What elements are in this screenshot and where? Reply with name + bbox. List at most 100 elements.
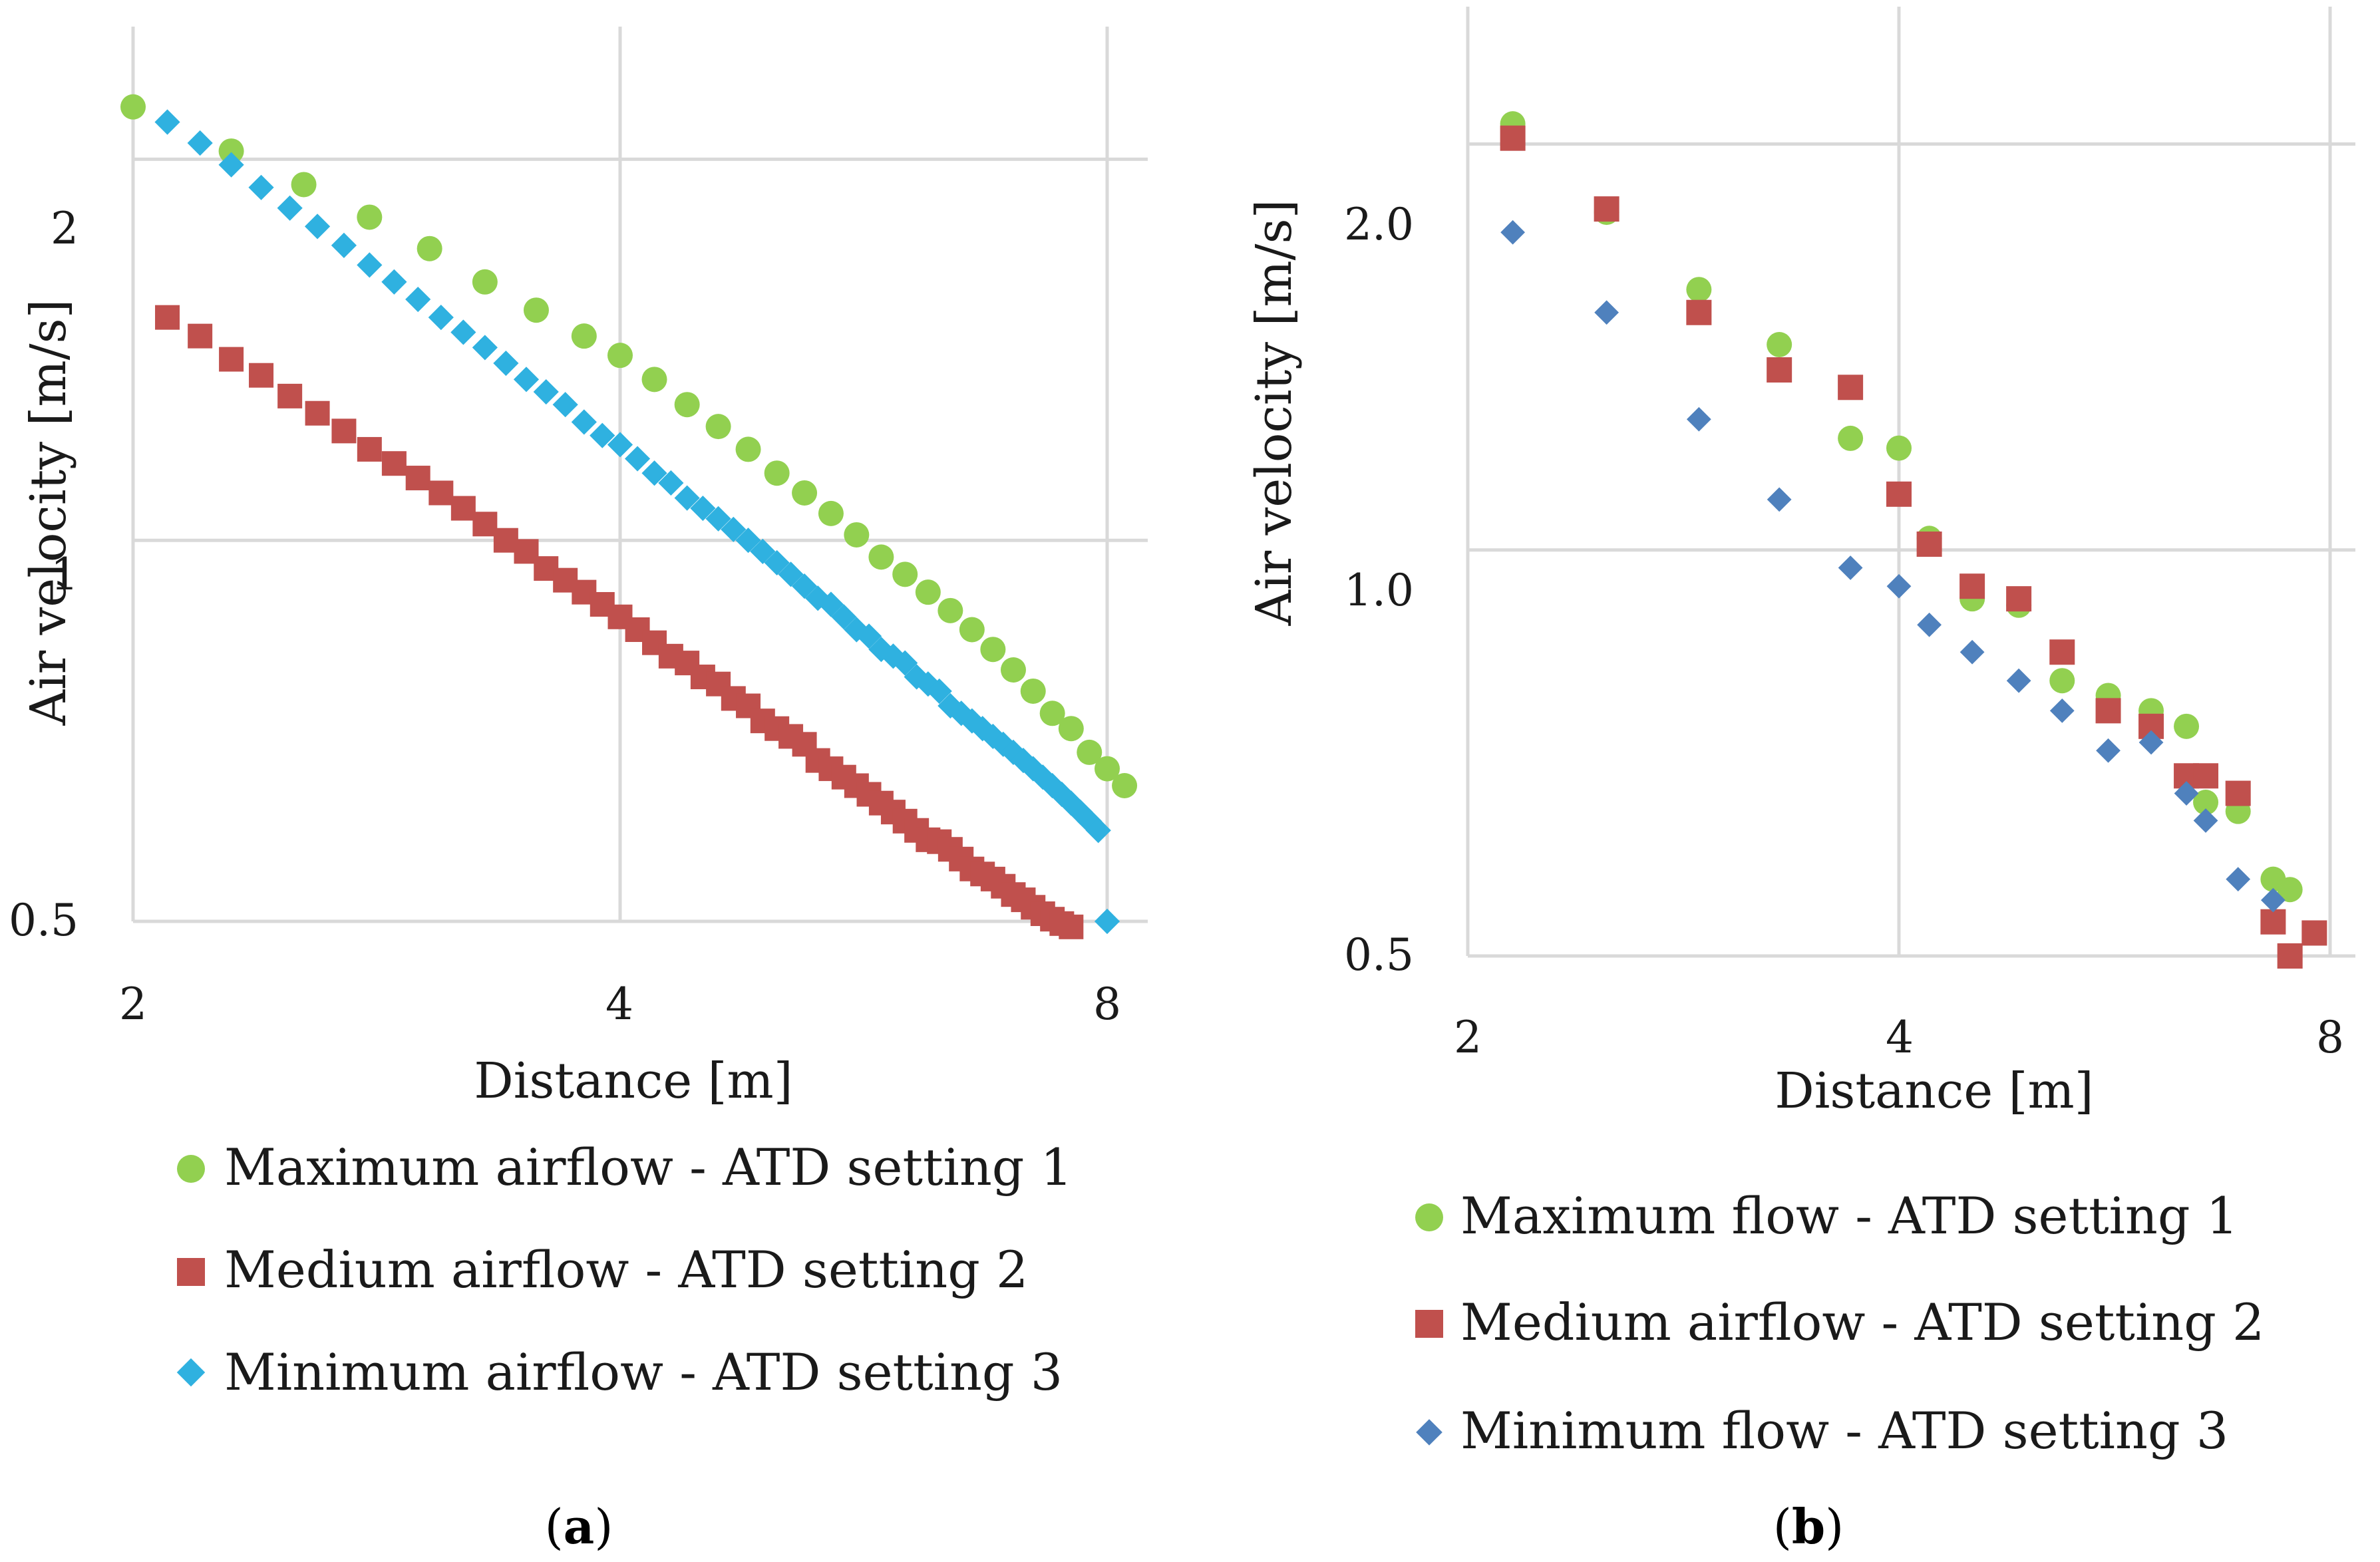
panel-b-series-3-point-9 bbox=[2006, 668, 2031, 693]
panel-a-series-1-point-15 bbox=[792, 480, 818, 506]
panel-a-series-3-point-15 bbox=[513, 367, 540, 392]
panel-a-series-2-point-6 bbox=[305, 400, 330, 426]
panel-a-series-3-point-9 bbox=[381, 269, 407, 295]
panel-b-y-axis-label: Air velocity [m/s] bbox=[1246, 200, 1303, 627]
panel-b-x-tick-4: 4 bbox=[1886, 1012, 1914, 1063]
panel-a-series-3-point-2 bbox=[187, 130, 213, 156]
panel-b-series-3-point-7 bbox=[1917, 612, 1942, 637]
panel-a-series-1-point-20 bbox=[915, 579, 941, 605]
panel-a-series-2-point-11 bbox=[428, 480, 454, 506]
panel-a-series-1-point-29 bbox=[1095, 756, 1120, 782]
panel-a-series-1-point-27 bbox=[1058, 716, 1084, 742]
panel-a-series-1-point-2 bbox=[218, 138, 244, 164]
panel-a-series-1-point-10 bbox=[641, 367, 667, 392]
panel-b-series-1-point-14 bbox=[2193, 790, 2219, 816]
panel-a-series-2-point-4 bbox=[249, 363, 274, 388]
panel-b-caption-close: ) bbox=[1825, 1499, 1844, 1555]
panel-b-series-2-point-16 bbox=[2260, 909, 2286, 935]
panel-a-series-1-point-24 bbox=[1000, 657, 1026, 683]
panel-a-series-3-point-3 bbox=[218, 152, 244, 178]
panel-a-caption-close: ) bbox=[594, 1499, 613, 1555]
panel-b-series-2-point-9 bbox=[2006, 586, 2032, 612]
panel-b-series-2-point-7 bbox=[1916, 531, 1942, 557]
panel-a-series-3-point-40 bbox=[892, 650, 918, 676]
panel-b-series-3-point-11 bbox=[2096, 738, 2121, 763]
panel-a-series-1-point-16 bbox=[818, 500, 844, 526]
panel-a-series-3-point-22 bbox=[641, 460, 667, 486]
panel-b-series-2-point-5 bbox=[1838, 375, 1864, 400]
panel-b-series-3-point-10 bbox=[2049, 698, 2075, 723]
panel-a-series-3-point-18 bbox=[571, 409, 597, 435]
legend-a-marker-max bbox=[177, 1155, 205, 1183]
panel-a-series-3-point-30 bbox=[764, 549, 790, 576]
legend-a-label-min: Minimum airflow - ATD setting 3 bbox=[224, 1342, 1063, 1402]
panel-b-series-3-point-6 bbox=[1886, 573, 1912, 599]
panel-a-series-2-point-5 bbox=[277, 383, 303, 408]
panel-b-series-2-point-10 bbox=[2049, 639, 2075, 665]
panel-a-series-1-point-23 bbox=[980, 637, 1006, 663]
panel-a-x-tick-2: 2 bbox=[119, 979, 147, 1030]
panel-a: 2 4 8 0.5 1 2 Distance [m] Air velocity … bbox=[9, 27, 1148, 1555]
panel-b-series-2-point-6 bbox=[1886, 481, 1912, 507]
panel-a-series-1-point-13 bbox=[735, 436, 761, 462]
panel-a-series-3-point-32 bbox=[791, 573, 818, 599]
panel-a-series-1-point-17 bbox=[844, 522, 870, 547]
panel-a-series-3-point-8 bbox=[357, 252, 383, 278]
panel-b-series-2-point-11 bbox=[2095, 698, 2121, 724]
panel-a-series-3-point-17 bbox=[552, 392, 578, 418]
panel-b-series-3-point-16 bbox=[2261, 887, 2286, 913]
panel-b-caption-open: ( bbox=[1773, 1499, 1792, 1555]
panel-a-series-1-point-28 bbox=[1077, 739, 1103, 765]
panel-a-series-3-point-37 bbox=[856, 623, 882, 649]
panel-a-series-1-point-6 bbox=[472, 269, 498, 295]
panel-a-series-3 bbox=[154, 109, 1120, 935]
panel-a-x-tick-4: 4 bbox=[605, 979, 633, 1030]
panel-a-series-2-point-10 bbox=[405, 466, 430, 491]
panel-b-series-1-point-3 bbox=[1686, 277, 1712, 303]
panel-b-series-1-point-5 bbox=[1838, 425, 1864, 451]
panel-a-y-tick-0.5: 0.5 bbox=[9, 895, 79, 946]
panel-a-series-2-point-7 bbox=[331, 418, 357, 444]
panel-a-legend: Maximum airflow - ATD setting 1 Medium a… bbox=[176, 1138, 1073, 1402]
panel-a-series-3-point-31 bbox=[778, 561, 804, 587]
panel-a-series-1-point-25 bbox=[1020, 678, 1046, 704]
panel-b-series-1-point-17 bbox=[2277, 877, 2303, 903]
panel-a-series-3-point-6 bbox=[304, 214, 331, 239]
panel-b-caption-letter: b bbox=[1792, 1498, 1825, 1555]
panel-a-series-1-point-5 bbox=[417, 235, 442, 261]
panel-b-data-points bbox=[1500, 111, 2327, 969]
panel-a-series-3-point-23 bbox=[658, 470, 684, 496]
panel-a-series-1-point-14 bbox=[764, 460, 790, 486]
panel-b-series-1-point-13 bbox=[2174, 713, 2200, 739]
panel-a-series-3-point-20 bbox=[607, 432, 633, 458]
panel-a-series-2-point-12 bbox=[450, 496, 476, 521]
panel-b-series-3-point-5 bbox=[1838, 555, 1863, 580]
panel-a-series-1-point-7 bbox=[523, 297, 549, 323]
panel-a-series-2-point-1 bbox=[155, 305, 180, 330]
panel-b-series-2-point-1 bbox=[1500, 125, 1526, 151]
panel-a-series-1-point-26 bbox=[1039, 701, 1065, 726]
panel-a-series-3-point-10 bbox=[405, 286, 431, 313]
panel-b-series-3-point-2 bbox=[1594, 300, 1619, 325]
panel-b-series-2-point-18 bbox=[2301, 920, 2327, 946]
panel-a-x-tick-8: 8 bbox=[1093, 979, 1121, 1030]
panel-b-series-3-point-12 bbox=[2138, 730, 2164, 755]
panel-a-series-1-point-12 bbox=[705, 414, 731, 440]
panel-a-y-axis-label: Air velocity [m/s] bbox=[20, 299, 77, 726]
panel-b: 2 4 8 0.5 1.0 2.0 Distance [m] Air veloc… bbox=[1246, 7, 2355, 1555]
panel-b-gridlines bbox=[1466, 7, 2355, 958]
panel-a-series-3-point-28 bbox=[735, 528, 761, 553]
panel-a-series-1-point-21 bbox=[937, 597, 963, 623]
panel-b-series-2-point-15 bbox=[2225, 780, 2251, 806]
panel-a-series-3-point-14 bbox=[493, 350, 519, 377]
panel-a-series-1-point-3 bbox=[291, 172, 317, 198]
panel-a-y-tick-1: 1 bbox=[51, 549, 79, 600]
panel-a-series-3-point-16 bbox=[533, 379, 559, 405]
panel-a-series-1-point-8 bbox=[571, 323, 597, 349]
panel-a-series-1-point-4 bbox=[357, 204, 383, 230]
panel-a-series-3-point-1 bbox=[154, 109, 180, 135]
panel-b-series-1-point-6 bbox=[1886, 435, 1912, 461]
panel-a-series-3-point-7 bbox=[331, 232, 357, 258]
panel-a-series-3-point-5 bbox=[277, 195, 303, 221]
